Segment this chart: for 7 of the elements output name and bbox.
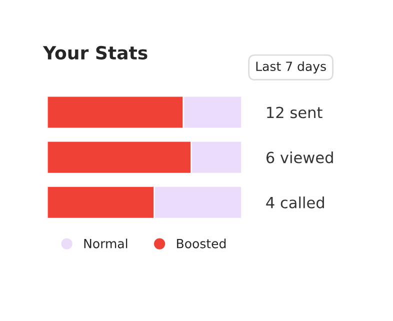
legend-label: Boosted (177, 238, 226, 248)
text: Last 7 days (256, 61, 326, 74)
y-tick-label: 4 called (266, 196, 324, 208)
y-tick-label: 12 sent (267, 106, 322, 118)
y-tick-label: 6 viewed (266, 151, 333, 164)
legend-label: Normal (84, 238, 128, 248)
chart-title: Your Stats (42, 46, 148, 60)
